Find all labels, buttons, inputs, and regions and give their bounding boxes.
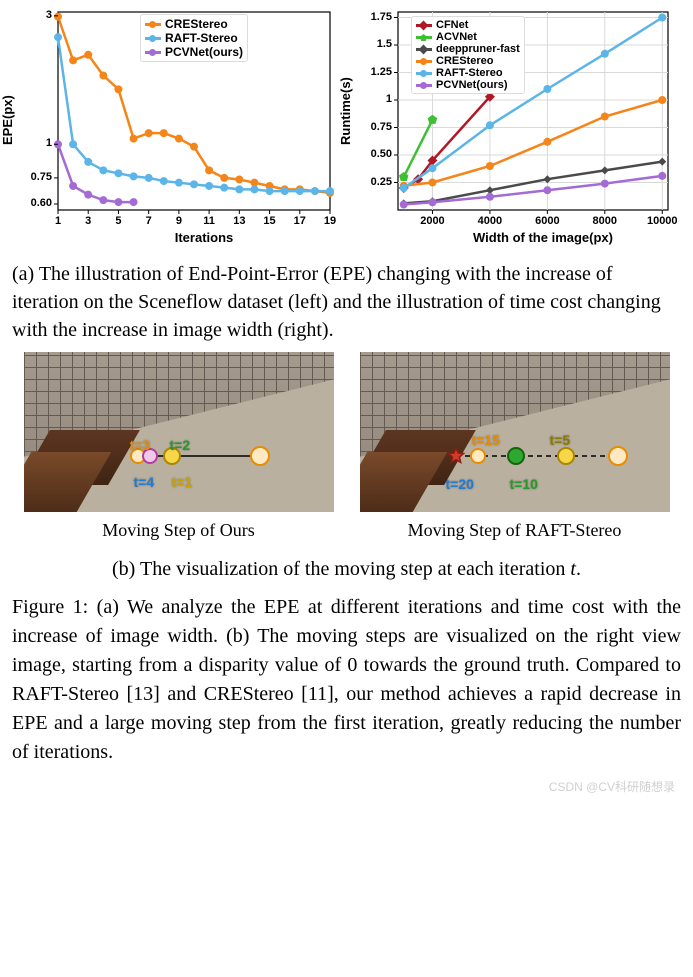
figure-b-row: t=3t=2t=4t=1 Moving Step of Ours t=15t=5… bbox=[10, 352, 683, 541]
panel-right-label: Moving Step of RAFT-Stereo bbox=[408, 520, 622, 541]
chart-row: 1357911131517190.600.7513IterationsEPE(p… bbox=[10, 4, 683, 254]
watermark: CSDN @CV科研随想录 bbox=[549, 778, 675, 795]
panel-left-label: Moving Step of Ours bbox=[102, 520, 255, 541]
epe-iterations-chart: 1357911131517190.600.7513IterationsEPE(p… bbox=[10, 4, 340, 254]
subcaption-b: (b) The visualization of the moving step… bbox=[12, 555, 681, 583]
subcaption-b-text: (b) The visualization of the moving step… bbox=[112, 558, 581, 580]
figure-caption: Figure 1: (a) We analyze the EPE at diff… bbox=[12, 593, 681, 767]
subcaption-a: (a) The illustration of End-Point-Error … bbox=[12, 260, 681, 344]
panel-right: t=15t=5t=20t=10 Moving Step of RAFT-Ster… bbox=[360, 352, 670, 541]
runtime-width-chart: 2000400060008000100000.250.500.7511.251.… bbox=[348, 4, 678, 254]
panel-left-image: t=3t=2t=4t=1 bbox=[24, 352, 334, 512]
panel-right-image: t=15t=5t=20t=10 bbox=[360, 352, 670, 512]
panel-left: t=3t=2t=4t=1 Moving Step of Ours bbox=[24, 352, 334, 541]
